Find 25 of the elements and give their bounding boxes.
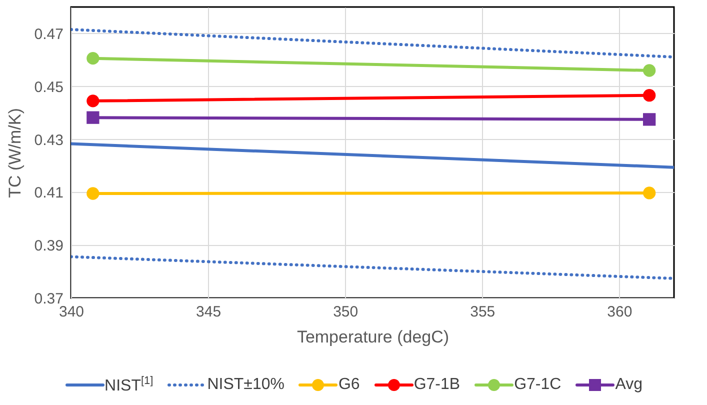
x-tick-label: 345 <box>196 304 222 320</box>
point <box>643 186 656 200</box>
x-tick-label: 355 <box>470 304 496 320</box>
legend-label: NIST$^{[1]}$ <box>104 375 154 396</box>
x-axis-title: Temperature (degC) <box>296 328 450 346</box>
y-tick-label: 0.41 <box>34 184 64 202</box>
point <box>86 187 100 200</box>
point <box>643 113 656 126</box>
point <box>86 94 100 108</box>
point <box>86 111 100 124</box>
point <box>86 52 100 65</box>
y-tick-label: 0.47 <box>34 26 64 43</box>
legend-label: G6 <box>338 376 360 394</box>
y-axis-title: TC (W/m/K) <box>5 108 24 198</box>
legend-label: G7-1C <box>514 376 562 394</box>
y-tick-label: 0.43 <box>34 132 64 149</box>
legend-label: G7-1B <box>414 376 460 394</box>
legend-label: Avg <box>615 376 642 394</box>
legend-label: NIST±10% <box>207 376 284 394</box>
y-tick-label: 0.39 <box>34 238 64 255</box>
point <box>643 89 656 102</box>
x-tick-label: 360 <box>607 304 632 320</box>
point <box>643 64 656 77</box>
y-tick-label: 0.45 <box>34 78 64 96</box>
x-tick-label: 350 <box>333 304 358 320</box>
